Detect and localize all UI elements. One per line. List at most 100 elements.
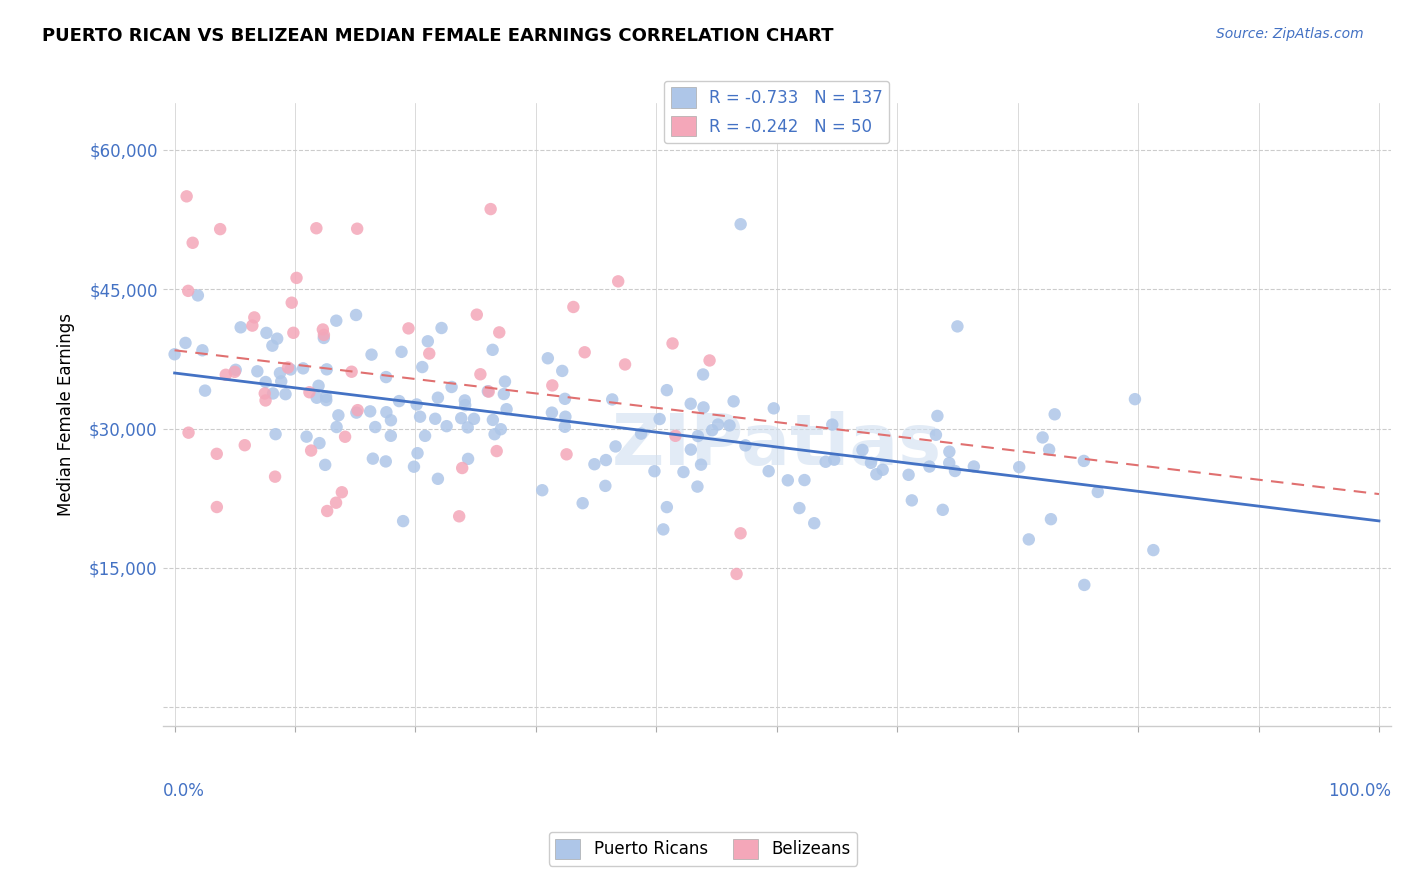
- Point: [374, 454, 396, 468]
- Point: [1008, 460, 1031, 475]
- Point: [652, 522, 675, 536]
- Point: [425, 411, 447, 425]
- Point: [283, 326, 305, 340]
- Point: [600, 392, 623, 407]
- Point: [614, 358, 637, 372]
- Point: [315, 393, 337, 408]
- Point: [481, 343, 503, 357]
- Point: [932, 503, 955, 517]
- Point: [163, 347, 186, 361]
- Point: [262, 339, 284, 353]
- Point: [723, 394, 745, 409]
- Point: [253, 386, 276, 401]
- Point: [595, 453, 617, 467]
- Point: [312, 331, 335, 345]
- Point: [707, 417, 730, 432]
- Point: [406, 446, 429, 460]
- Point: [494, 375, 516, 389]
- Point: [264, 469, 287, 483]
- Point: [285, 271, 308, 285]
- Point: [380, 429, 402, 443]
- Point: [315, 362, 337, 376]
- Point: [583, 457, 606, 471]
- Point: [762, 401, 785, 416]
- Point: [492, 387, 515, 401]
- Point: [328, 409, 350, 423]
- Point: [574, 345, 596, 359]
- Point: [246, 364, 269, 378]
- Point: [243, 310, 266, 325]
- Point: [595, 479, 617, 493]
- Point: [346, 403, 368, 417]
- Point: [555, 447, 578, 461]
- Point: [174, 335, 197, 350]
- Point: [269, 366, 291, 380]
- Point: [344, 406, 367, 420]
- Point: [655, 383, 678, 397]
- Point: [655, 500, 678, 515]
- Point: [312, 327, 335, 342]
- Point: [938, 444, 960, 458]
- Point: [690, 458, 713, 472]
- Point: [938, 456, 960, 470]
- Point: [851, 442, 873, 457]
- Point: [489, 422, 512, 436]
- Point: [943, 464, 966, 478]
- Point: [409, 409, 432, 424]
- Point: [1043, 407, 1066, 421]
- Point: [531, 483, 554, 498]
- Point: [181, 235, 204, 250]
- Point: [1142, 543, 1164, 558]
- Point: [411, 359, 433, 374]
- Point: [440, 380, 463, 394]
- Point: [330, 485, 353, 500]
- Point: [225, 363, 247, 377]
- Point: [463, 412, 485, 426]
- Point: [702, 423, 724, 437]
- Point: [730, 217, 752, 231]
- Text: Source: ZipAtlas.com: Source: ZipAtlas.com: [1216, 27, 1364, 41]
- Point: [454, 398, 477, 412]
- Point: [333, 430, 356, 444]
- Point: [312, 322, 335, 336]
- Point: [457, 420, 479, 434]
- Point: [375, 405, 398, 419]
- Point: [821, 417, 844, 432]
- Point: [364, 420, 387, 434]
- Point: [495, 402, 517, 417]
- Point: [398, 321, 420, 335]
- Y-axis label: Median Female Earnings: Median Female Earnings: [58, 313, 75, 516]
- Point: [325, 420, 347, 434]
- Point: [436, 419, 458, 434]
- Point: [571, 496, 593, 510]
- Point: [233, 438, 256, 452]
- Point: [865, 467, 887, 482]
- Point: [315, 390, 337, 404]
- Point: [927, 409, 949, 423]
- Point: [305, 391, 328, 405]
- Point: [254, 326, 277, 340]
- Point: [274, 387, 297, 401]
- Point: [280, 295, 302, 310]
- Point: [177, 425, 200, 440]
- Point: [477, 384, 499, 399]
- Point: [450, 411, 472, 425]
- Point: [664, 429, 686, 443]
- Point: [918, 459, 941, 474]
- Text: ZIPatlas: ZIPatlas: [612, 411, 942, 480]
- Point: [470, 368, 492, 382]
- Point: [405, 397, 427, 411]
- Point: [554, 392, 576, 406]
- Point: [803, 516, 825, 531]
- Legend: R = -0.733   N = 137, R = -0.242   N = 50: R = -0.733 N = 137, R = -0.242 N = 50: [664, 80, 890, 143]
- Point: [454, 393, 477, 408]
- Point: [718, 418, 741, 433]
- Point: [776, 473, 799, 487]
- Point: [292, 361, 315, 376]
- Point: [643, 464, 665, 478]
- Point: [648, 412, 671, 426]
- Point: [340, 365, 363, 379]
- Point: [479, 202, 502, 216]
- Point: [901, 493, 924, 508]
- Point: [209, 222, 232, 236]
